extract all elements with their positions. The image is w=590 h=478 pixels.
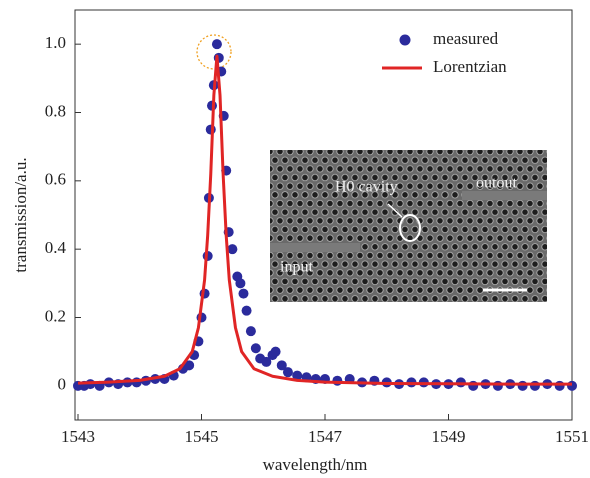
y-tick-label: 0.2 xyxy=(45,306,66,325)
data-point xyxy=(271,347,281,357)
x-tick-label: 1545 xyxy=(185,427,219,446)
data-point xyxy=(235,278,245,288)
x-tick-label: 1549 xyxy=(432,427,466,446)
peak-highlight xyxy=(197,35,231,69)
data-point xyxy=(493,381,503,391)
inset-image: H0 cavity outout input xyxy=(270,150,547,302)
y-axis-label: transmission/a.u. xyxy=(11,157,30,272)
legend-label: Lorentzian xyxy=(433,57,507,76)
chart: H0 cavity outout input wavelength/nm tra… xyxy=(0,0,590,478)
data-point xyxy=(530,381,540,391)
legend-marker xyxy=(400,35,411,46)
y-tick-label: 0.4 xyxy=(45,238,67,257)
annotation: input xyxy=(280,259,313,276)
data-point xyxy=(567,381,577,391)
data-point xyxy=(212,39,222,49)
x-axis-label: wavelength/nm xyxy=(263,455,368,474)
data-point xyxy=(332,376,342,386)
y-tick-label: 0 xyxy=(58,375,67,394)
legend-label: measured xyxy=(433,29,499,48)
y-tick-label: 0.8 xyxy=(45,101,66,120)
data-point xyxy=(246,326,256,336)
data-point xyxy=(242,306,252,316)
data-point xyxy=(555,381,565,391)
x-tick-label: 1543 xyxy=(61,427,95,446)
data-point xyxy=(283,367,293,377)
y-tick-label: 1.0 xyxy=(45,33,66,52)
data-point xyxy=(468,381,478,391)
data-point xyxy=(251,343,261,353)
data-point xyxy=(238,289,248,299)
data-point xyxy=(206,125,216,135)
annotation: outout xyxy=(476,175,517,192)
annotation: H0 cavity xyxy=(335,179,398,196)
data-point xyxy=(518,381,528,391)
x-tick-label: 1547 xyxy=(308,427,343,446)
x-tick-label: 1551 xyxy=(555,427,589,446)
y-tick-label: 0.6 xyxy=(45,170,66,189)
